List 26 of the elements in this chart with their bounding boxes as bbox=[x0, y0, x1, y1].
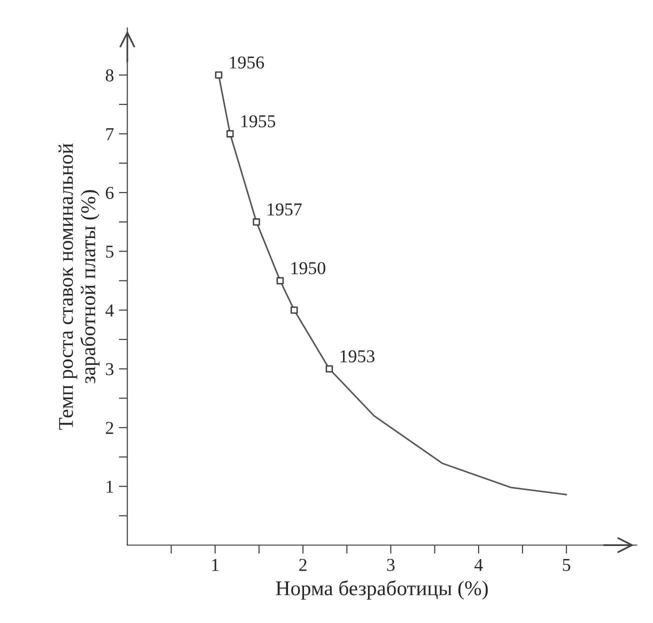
point bbox=[215, 71, 222, 79]
point bbox=[326, 365, 333, 372]
point bbox=[290, 306, 298, 314]
x-tick-label: 1 bbox=[212, 558, 219, 571]
y-tick-label: 6 bbox=[106, 186, 114, 200]
y-tick-label: 1 bbox=[106, 480, 114, 493]
point bbox=[226, 130, 234, 138]
y-tick-label: 8 bbox=[106, 69, 114, 82]
y-tick-label: 5 bbox=[106, 246, 114, 258]
x-tick-label: 4 bbox=[474, 558, 483, 571]
y-tick-label: 3 bbox=[106, 363, 114, 376]
x-tick-label: 5 bbox=[562, 559, 570, 572]
point bbox=[252, 218, 260, 226]
annotation: 1953 bbox=[340, 350, 374, 362]
annotation: 1956 bbox=[230, 56, 264, 69]
y-axis-title: Темп роста ставок номинальной заработной платы (%) bbox=[58, 143, 100, 430]
y-tick-label: 4 bbox=[105, 304, 114, 316]
y-tick-label: 2 bbox=[106, 422, 114, 434]
annotation: 1957 bbox=[268, 203, 302, 216]
x-tick-label: 3 bbox=[387, 558, 395, 572]
x-tick-label: 2 bbox=[299, 558, 306, 571]
annotation: 1955 bbox=[241, 115, 276, 128]
x-axis-title: Норма безработицы (%) bbox=[276, 580, 488, 600]
y-tick-label: 7 bbox=[106, 128, 114, 140]
point bbox=[276, 277, 284, 284]
annotation: 1950 bbox=[291, 262, 326, 274]
